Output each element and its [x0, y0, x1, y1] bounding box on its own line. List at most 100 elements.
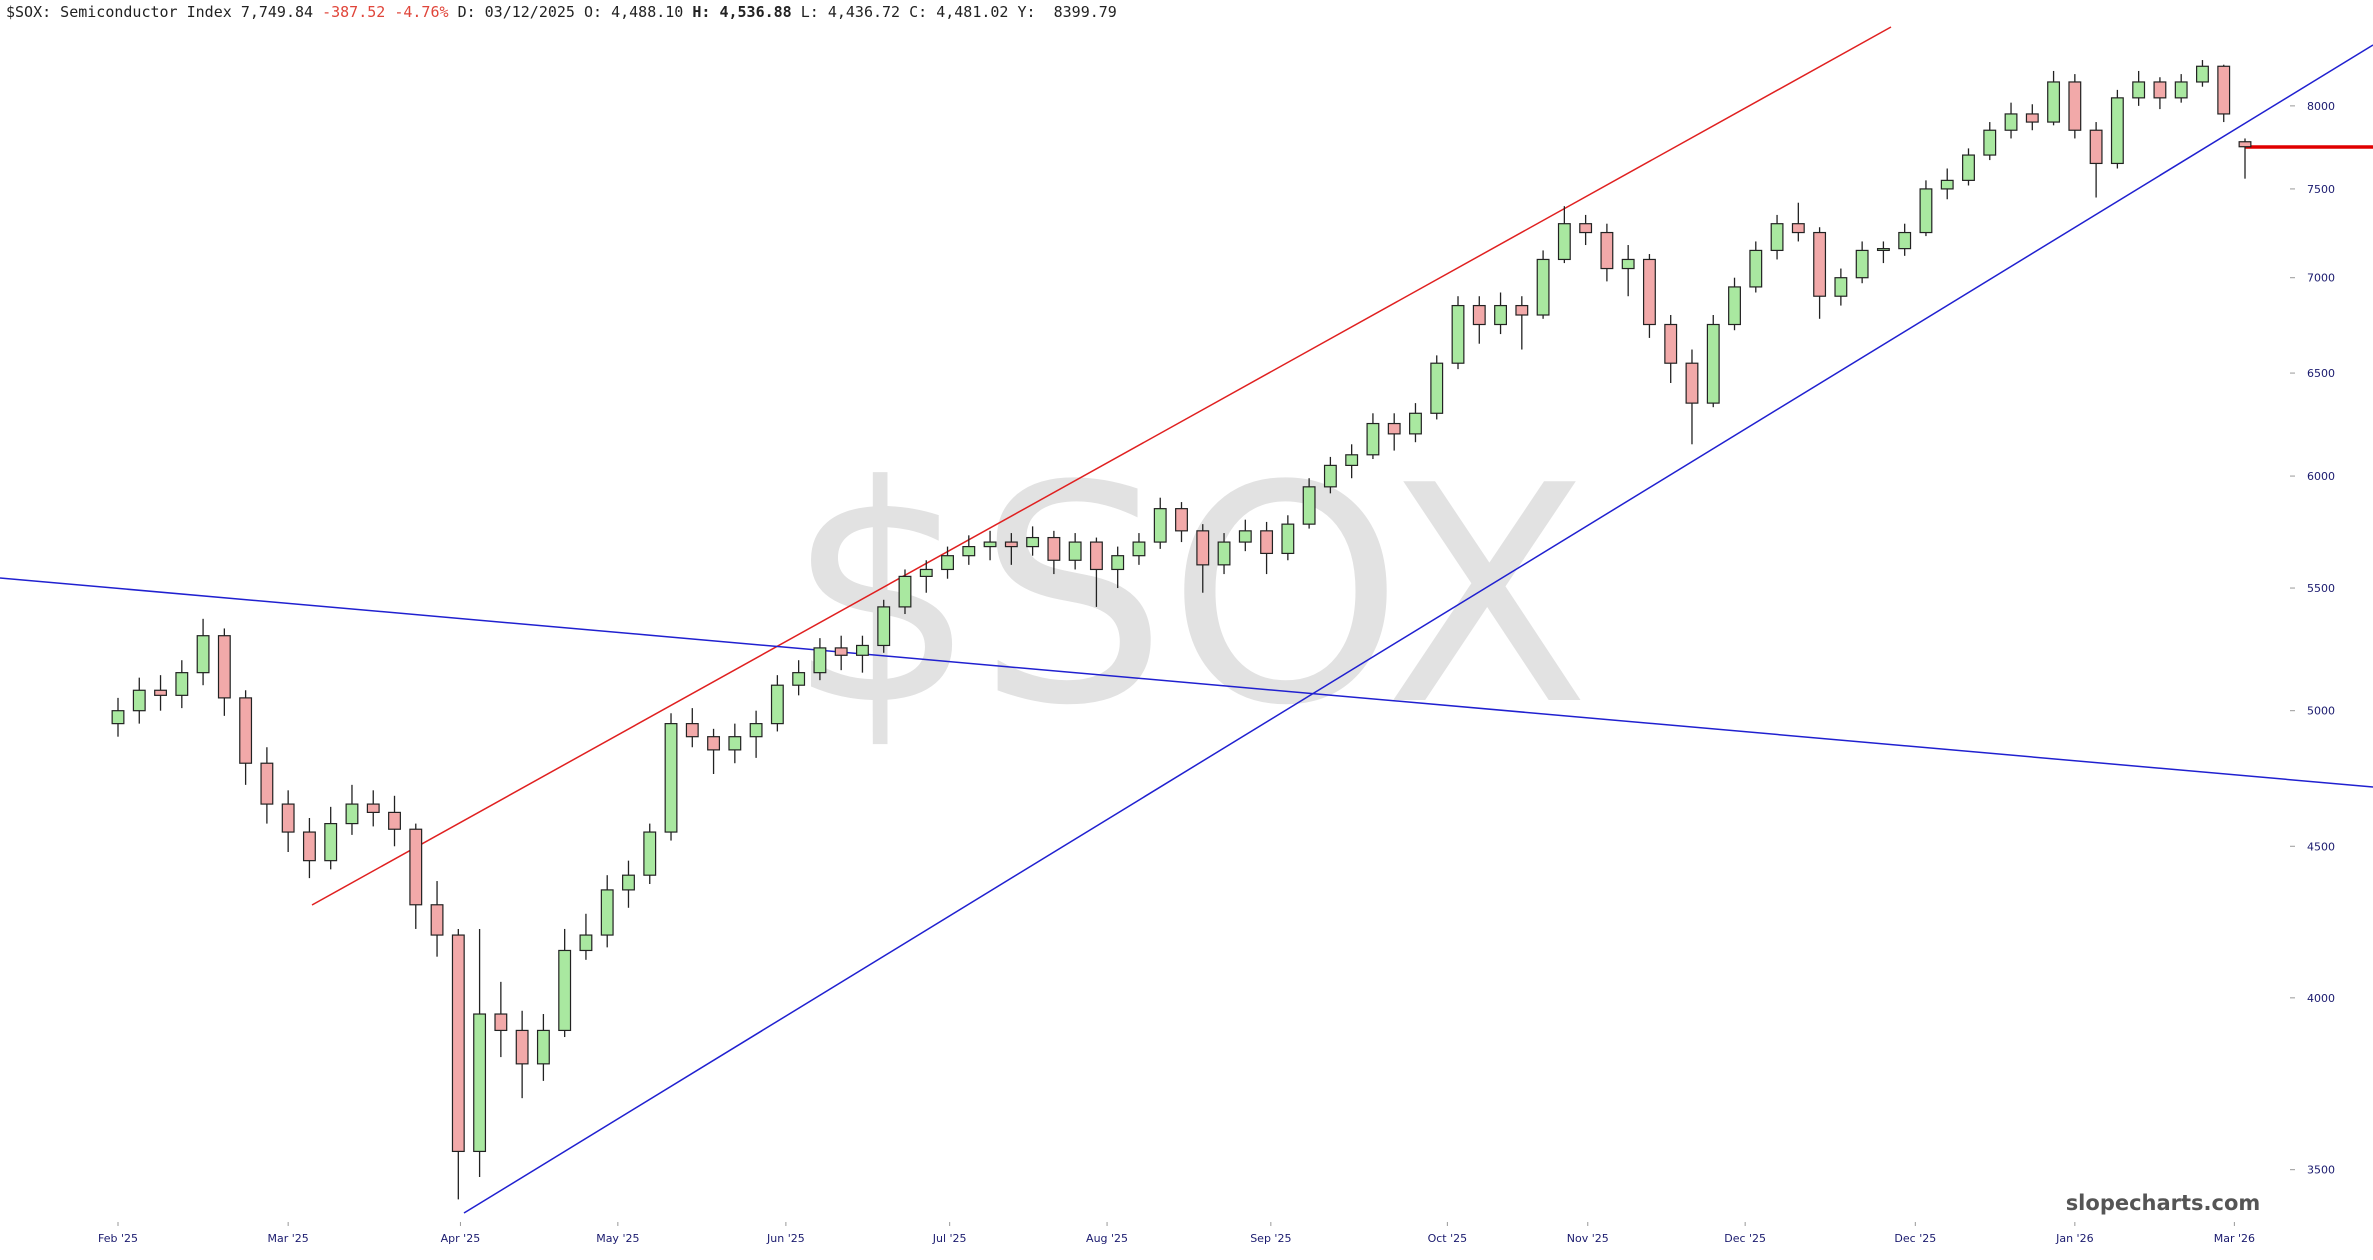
- candle-body: [1089, 541, 1103, 571]
- candle-body: [324, 822, 338, 862]
- symbol: $SOX: Semiconductor Index: [6, 3, 232, 21]
- last: 7,749.84: [240, 3, 314, 21]
- candle-body: [1855, 249, 1869, 279]
- candle-body: [898, 575, 912, 608]
- candle-body: [1813, 231, 1827, 297]
- y-info: Y: 8399.79: [1017, 3, 1117, 21]
- credit: slopecharts.com: [2066, 1191, 2261, 1215]
- change: -387.52: [322, 3, 386, 21]
- candle-body: [2089, 129, 2103, 165]
- candle-body: [1898, 231, 1912, 250]
- candle-body: [1642, 258, 1656, 326]
- candle-body: [281, 803, 295, 833]
- candles: [111, 60, 2252, 1200]
- y-tick-label: 3500: [2307, 1164, 2335, 1177]
- x-tick-label: Mar '26: [2214, 1232, 2255, 1245]
- candle-body: [217, 635, 231, 699]
- candle-body: [813, 647, 827, 674]
- candle-body: [1175, 508, 1188, 532]
- candle-body: [2004, 113, 2018, 131]
- x-tick-label: Aug '25: [1086, 1232, 1128, 1245]
- candle-body: [1876, 248, 1890, 252]
- candle-body: [260, 762, 274, 805]
- candle-body: [1281, 523, 1295, 555]
- candle-body: [154, 689, 167, 696]
- candle-body: [2047, 81, 2061, 123]
- candle-body: [1132, 541, 1146, 557]
- candle-body: [132, 689, 146, 712]
- candle-body: [622, 874, 635, 891]
- candle-body: [941, 555, 954, 571]
- candle-body: [834, 647, 848, 656]
- candle-body: [1728, 286, 1741, 326]
- candle-body: [1983, 129, 1997, 156]
- candle-body: [1494, 304, 1507, 326]
- candle-body: [1047, 536, 1061, 561]
- candle-body: [2132, 81, 2146, 99]
- candle-body: [1940, 179, 1954, 190]
- candle-body: [770, 684, 784, 725]
- candle-body: [239, 697, 253, 764]
- y-tick-label: 7000: [2307, 272, 2335, 285]
- candle-body: [1153, 508, 1167, 543]
- candle-body: [1834, 277, 1848, 297]
- candle-body: [685, 723, 699, 738]
- y-tick-label: 4000: [2307, 992, 2335, 1005]
- low-info: L: 4,436.72: [800, 3, 901, 21]
- date: D: 03/12/2025: [457, 3, 575, 21]
- candle-body: [1451, 304, 1465, 364]
- candle-body: [1621, 258, 1635, 270]
- candle-body: [1345, 454, 1359, 466]
- open-info: O: 4,488.10: [584, 3, 684, 21]
- candle-body: [2238, 141, 2252, 148]
- candle-body: [1749, 249, 1763, 288]
- candle-body: [1600, 231, 1614, 270]
- x-tick-label: Nov '25: [1567, 1232, 1609, 1245]
- x-tick-label: Oct '25: [1428, 1232, 1468, 1245]
- candle-body: [2196, 65, 2209, 83]
- trend-line: [0, 577, 2373, 788]
- y-tick-label: 6500: [2307, 367, 2335, 380]
- candle-body: [983, 541, 997, 548]
- candle-body: [388, 811, 401, 830]
- candle-body: [451, 934, 465, 1153]
- candle-body: [1238, 530, 1252, 543]
- candle-body: [409, 828, 423, 906]
- candle-body: [664, 723, 678, 833]
- candle-body: [1706, 323, 1720, 404]
- high-info: H: 4,536.88: [692, 3, 792, 21]
- x-tick-label: Jul '25: [932, 1232, 967, 1245]
- candle-body: [856, 644, 869, 656]
- x-tick-label: Apr '25: [441, 1232, 481, 1245]
- trend-line: [463, 44, 2373, 1214]
- candle-body: [1579, 223, 1593, 234]
- candle-body: [1409, 412, 1422, 435]
- x-tick-label: Dec '25: [1724, 1232, 1766, 1245]
- candle-body: [1217, 541, 1231, 566]
- candle-body: [366, 803, 380, 814]
- candle-body: [1557, 223, 1571, 261]
- candle-body: [1430, 362, 1444, 414]
- header: $SOX: Semiconductor Index 7,749.84 -387.…: [6, 3, 1117, 21]
- candle-body: [600, 889, 614, 936]
- candle-body: [302, 831, 316, 862]
- candle-body: [919, 568, 933, 577]
- candle-body: [728, 736, 742, 751]
- watermark: $SOX: [786, 422, 1590, 771]
- change-pct: -4.76%: [394, 3, 449, 21]
- candle-body: [792, 672, 806, 686]
- y-tick-label: 5500: [2307, 582, 2335, 595]
- candle-body: [175, 672, 189, 696]
- candle-body: [494, 1013, 508, 1032]
- candle-body: [515, 1029, 529, 1065]
- candle-body: [2025, 113, 2039, 123]
- y-tick-label: 6000: [2307, 470, 2335, 483]
- candle-body: [1323, 464, 1337, 488]
- x-tick-label: Mar '25: [268, 1232, 309, 1245]
- candle-body: [473, 1013, 487, 1153]
- candle-body: [643, 831, 657, 876]
- candle-body: [1111, 555, 1125, 571]
- candle-body: [2068, 81, 2082, 131]
